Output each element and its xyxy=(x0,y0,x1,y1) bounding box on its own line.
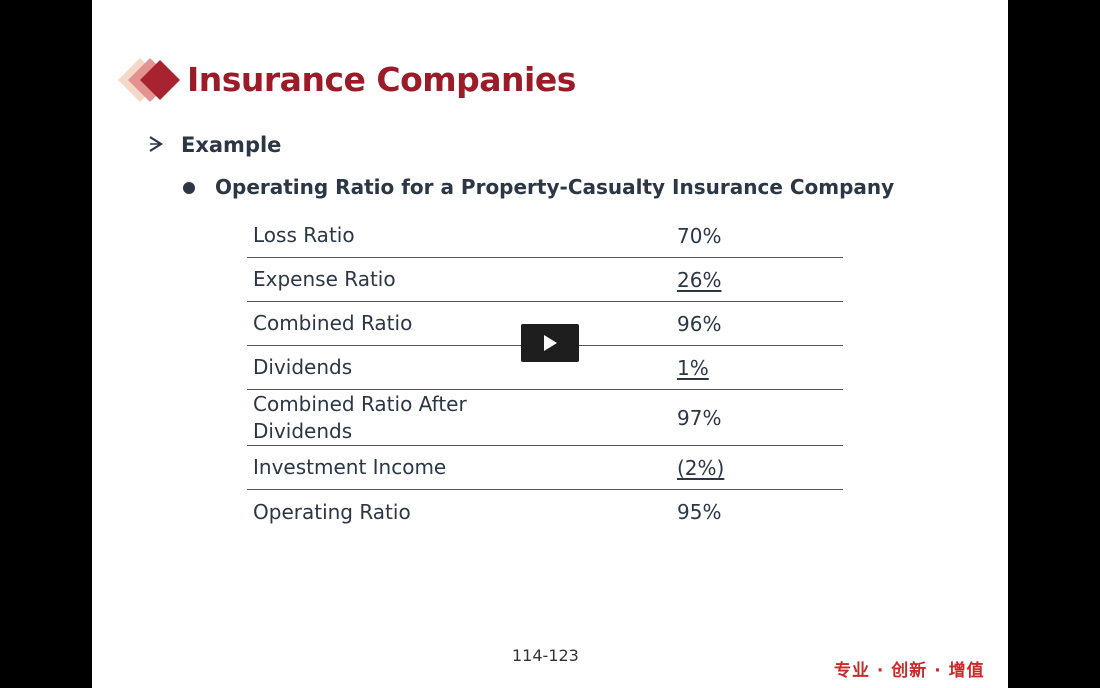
slide-title: Insurance Companies xyxy=(187,60,576,99)
bullet-example: Example xyxy=(181,133,282,157)
row-label: Loss Ratio xyxy=(253,223,355,247)
diamond-logo-icon xyxy=(118,58,180,102)
row-value: 1% xyxy=(677,355,709,380)
play-icon xyxy=(544,335,557,351)
table-row: Loss Ratio 70% xyxy=(247,214,843,258)
bullet-subtitle: Operating Ratio for a Property-Casualty … xyxy=(215,175,895,199)
ratio-table: Loss Ratio 70% Expense Ratio 26% Combine… xyxy=(247,214,843,534)
row-value: (2%) xyxy=(677,455,725,480)
row-label: Expense Ratio xyxy=(253,267,396,291)
table-row: Operating Ratio 95% xyxy=(247,490,843,534)
row-value: 70% xyxy=(677,223,722,248)
table-row: Investment Income (2%) xyxy=(247,446,843,490)
row-label: Operating Ratio xyxy=(253,499,411,524)
arrow-bullet-icon xyxy=(149,136,164,152)
row-label: Combined Ratio After Dividends xyxy=(253,391,467,443)
row-value: 95% xyxy=(677,500,722,524)
play-button[interactable] xyxy=(521,324,579,362)
row-value: 96% xyxy=(677,311,722,336)
row-label: Dividends xyxy=(253,355,353,379)
page-number: 114-123 xyxy=(512,646,579,665)
row-value: 97% xyxy=(677,405,722,430)
row-label: Investment Income xyxy=(253,455,447,479)
dot-bullet-icon xyxy=(183,182,195,194)
row-value: 26% xyxy=(677,267,722,292)
row-label: Combined Ratio xyxy=(253,311,413,335)
table-row: Expense Ratio 26% xyxy=(247,258,843,302)
slogan-text: 专业 · 创新 · 增值 xyxy=(834,661,985,681)
table-row: Combined Ratio After Dividends 97% xyxy=(247,390,843,446)
table-row: Dividends 1% xyxy=(247,346,843,390)
slide: Insurance Companies Example Operating Ra… xyxy=(92,0,1008,688)
